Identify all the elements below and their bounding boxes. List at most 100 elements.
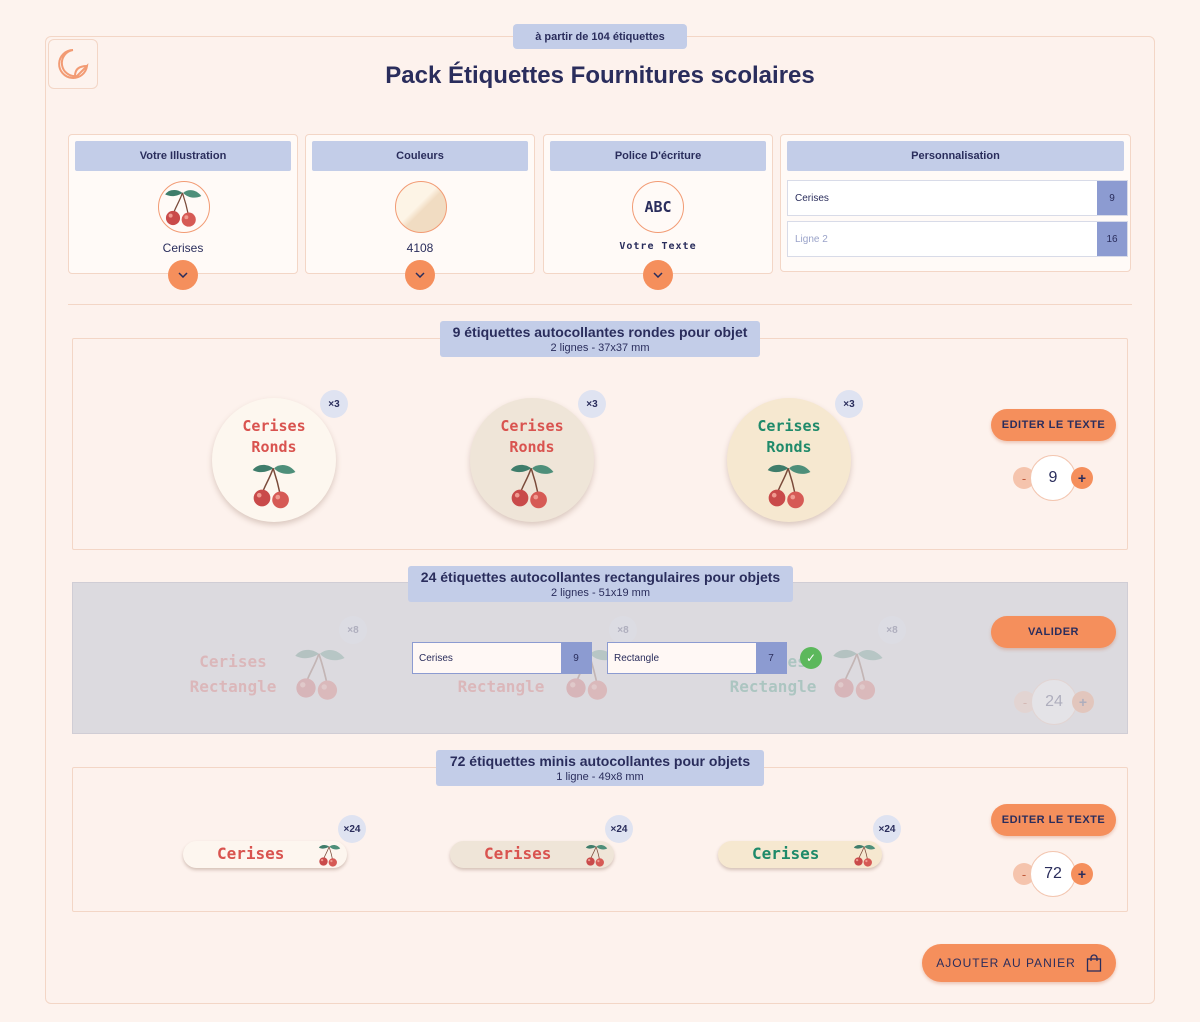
cherry-icon	[317, 842, 343, 868]
cherry-icon	[507, 458, 559, 512]
line1-value: Cerises	[795, 192, 829, 204]
cherry-icon	[249, 458, 301, 512]
rect-label-preview: Cerises Rectangle	[173, 649, 293, 699]
rect-line1-input[interactable]: Cerises 9	[412, 642, 592, 674]
decrease-button[interactable]: -	[1013, 467, 1035, 489]
mini-label-text: Cerises	[484, 844, 552, 863]
mini-labels-subtitle: 1 ligne - 49x8 mm	[556, 771, 644, 783]
colors-card[interactable]: Couleurs 4108	[305, 134, 535, 274]
mini-labels-header: 72 étiquettes minis autocollantes pour o…	[436, 750, 764, 786]
rect-label-line2: Rectangle	[457, 677, 545, 696]
round-label-preview: Cerises Ronds	[727, 398, 851, 522]
color-value: 4108	[406, 241, 434, 255]
edit-round-text-button[interactable]: EDITER LE TEXTE	[991, 409, 1116, 441]
line1-input[interactable]: Cerises 9	[787, 180, 1128, 216]
mini-label-preview: Cerises	[718, 841, 882, 868]
round-label-preview: Cerises Ronds	[470, 398, 594, 522]
quantity-multiplier-badge: ×24	[873, 815, 901, 843]
line2-input[interactable]: Ligne 2 16	[787, 221, 1128, 257]
shopping-bag-icon	[1086, 954, 1101, 972]
rect-label-line2: Rectangle	[189, 677, 277, 696]
cherry-icon	[829, 641, 889, 705]
page-title: Pack Étiquettes Fournitures scolaires	[385, 62, 815, 89]
round-label-line2: Ronds	[251, 438, 297, 456]
rect-line2-input[interactable]: Rectangle 7	[607, 642, 787, 674]
cherry-icon	[764, 458, 816, 512]
sticker-logo-icon	[48, 39, 98, 89]
round-label-line1: Cerises	[500, 417, 564, 435]
rect-label-line2: Rectangle	[729, 677, 817, 696]
cherry-icon	[158, 181, 210, 233]
rect-labels-title: 24 étiquettes autocollantes rectangulair…	[420, 569, 781, 585]
colors-dropdown-chevron-icon[interactable]	[405, 260, 435, 290]
rect-quantity-stepper: - 24 +	[1014, 679, 1114, 725]
increase-button[interactable]: +	[1072, 691, 1094, 713]
font-card[interactable]: Police D'écriture ABC Votre Texte	[543, 134, 773, 274]
illustration-card-title: Votre Illustration	[75, 141, 291, 171]
rect-line1-value: Cerises	[419, 652, 453, 664]
quantity-value: 72	[1030, 851, 1076, 897]
mini-labels-section	[72, 767, 1128, 912]
quantity-multiplier-badge: ×8	[878, 616, 906, 644]
mini-quantity-stepper: - 72 +	[1013, 851, 1113, 897]
color-swatch	[395, 181, 447, 233]
line1-char-count: 9	[1097, 181, 1127, 215]
rect-line2-char-count: 7	[756, 643, 786, 673]
cherry-icon	[291, 641, 351, 705]
quantity-multiplier-badge: ×8	[339, 616, 367, 644]
mini-label-text: Cerises	[217, 844, 285, 863]
decrease-button[interactable]: -	[1014, 691, 1036, 713]
round-labels-subtitle: 2 lignes - 37x37 mm	[550, 342, 650, 354]
add-to-cart-label: AJOUTER AU PANIER	[936, 956, 1076, 970]
personalisation-card-title: Personnalisation	[787, 141, 1124, 171]
increase-button[interactable]: +	[1071, 863, 1093, 885]
rect-line2-value: Rectangle	[614, 652, 660, 664]
quantity-multiplier-badge: ×3	[835, 390, 863, 418]
quantity-multiplier-badge: ×3	[320, 390, 348, 418]
cherry-icon	[584, 842, 610, 868]
font-card-title: Police D'écriture	[550, 141, 766, 171]
mini-labels-title: 72 étiquettes minis autocollantes pour o…	[449, 753, 751, 769]
round-labels-title: 9 étiquettes autocollantes rondes pour o…	[452, 324, 748, 340]
decrease-button[interactable]: -	[1013, 863, 1035, 885]
starting-from-badge: à partir de 104 étiquettes	[513, 24, 687, 49]
font-value: Votre Texte	[619, 241, 697, 252]
quantity-multiplier-badge: ×24	[605, 815, 633, 843]
illustration-card[interactable]: Votre Illustration Cerises	[68, 134, 298, 274]
validate-button[interactable]: VALIDER	[991, 616, 1116, 648]
divider	[68, 304, 1132, 305]
round-label-line2: Ronds	[766, 438, 812, 456]
round-quantity-stepper: - 9 +	[1013, 455, 1113, 501]
illustration-value: Cerises	[162, 241, 204, 255]
rect-labels-subtitle: 2 lignes - 51x19 mm	[550, 587, 651, 599]
colors-card-title: Couleurs	[312, 141, 528, 171]
round-label-line1: Cerises	[757, 417, 821, 435]
cherry-icon	[852, 842, 878, 868]
add-to-cart-button[interactable]: AJOUTER AU PANIER	[922, 944, 1116, 982]
rect-line1-char-count: 9	[561, 643, 591, 673]
quantity-multiplier-badge: ×3	[578, 390, 606, 418]
illustration-dropdown-chevron-icon[interactable]	[168, 260, 198, 290]
rect-labels-header: 24 étiquettes autocollantes rectangulair…	[408, 566, 793, 602]
line2-char-count: 16	[1097, 222, 1127, 256]
quantity-value: 9	[1030, 455, 1076, 501]
font-sample: ABC	[632, 181, 684, 233]
check-icon[interactable]: ✓	[800, 647, 822, 669]
round-label-line1: Cerises	[242, 417, 306, 435]
round-label-preview: Cerises Ronds	[212, 398, 336, 522]
increase-button[interactable]: +	[1071, 467, 1093, 489]
rect-labels-section: Cerises Rectangle Cerises Rectangle Ceri…	[72, 582, 1128, 734]
round-label-line2: Ronds	[509, 438, 555, 456]
quantity-multiplier-badge: ×24	[338, 815, 366, 843]
mini-label-preview: Cerises	[450, 841, 614, 868]
mini-label-text: Cerises	[752, 844, 820, 863]
line2-placeholder: Ligne 2	[795, 233, 828, 245]
personalisation-card: Personnalisation Cerises 9 Ligne 2 16	[780, 134, 1131, 272]
edit-mini-text-button[interactable]: EDITER LE TEXTE	[991, 804, 1116, 836]
font-dropdown-chevron-icon[interactable]	[643, 260, 673, 290]
mini-label-preview: Cerises	[183, 841, 347, 868]
rect-label-line1: Cerises	[199, 652, 267, 671]
round-labels-header: 9 étiquettes autocollantes rondes pour o…	[440, 321, 760, 357]
quantity-multiplier-badge: ×8	[609, 616, 637, 644]
quantity-value: 24	[1031, 679, 1077, 725]
